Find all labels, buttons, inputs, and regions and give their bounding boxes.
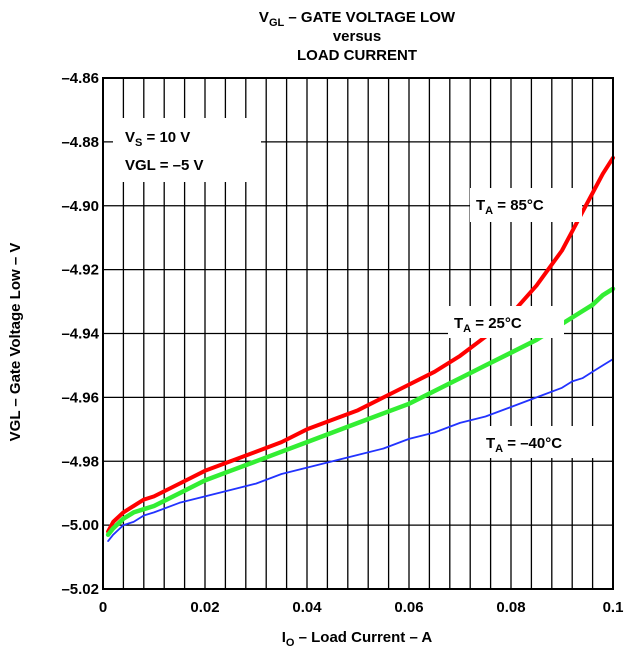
y-tick-label: –4.86 (61, 70, 99, 87)
y-tick-label: –5.00 (61, 517, 99, 534)
plot-frame (102, 77, 614, 590)
x-tick-label: 0.06 (394, 599, 423, 616)
chart-title-rest: – GATE VOLTAGE LOW (284, 9, 456, 26)
y-tick-label: –4.88 (61, 134, 99, 151)
series-label-25c: TA = 25°C (454, 315, 522, 335)
y-tick-label: –4.98 (61, 453, 99, 470)
series-line-1 (105, 286, 616, 537)
y-tick-label: –4.96 (61, 389, 99, 406)
series-label-85c: TA = 85°C (476, 197, 544, 217)
series-label-m40c: TA = –40°C (486, 435, 562, 455)
chart-title-line1: VGL – GATE VOLTAGE LOW (259, 9, 456, 29)
x-tick-label: 0.1 (603, 599, 624, 616)
condition-vs: VS = 10 V (125, 129, 190, 149)
x-tick-label: 0.08 (496, 599, 525, 616)
series-line-2 (107, 358, 614, 542)
y-tick-label: –4.90 (61, 198, 99, 215)
series-group (105, 155, 616, 542)
chart-title-line3: LOAD CURRENT (297, 47, 417, 64)
label-bg-85c (470, 188, 582, 222)
y-tick-label: –4.92 (61, 262, 99, 279)
chart-title-sub: GL (269, 17, 285, 29)
chart-title-line2: versus (333, 28, 381, 45)
x-tick-label: 0 (99, 599, 107, 616)
y-tick-label: –4.94 (61, 326, 99, 343)
y-axis-label: VGL – Gate Voltage Low – V (7, 243, 24, 442)
series-line-0 (106, 155, 615, 534)
tick-label-group: 0 0.02 0.04 0.06 0.08 0.1 –5.02 –5.00 –4.98 –4.96… (61, 70, 623, 616)
label-bg-25c (448, 306, 564, 338)
conditions-box (113, 118, 261, 182)
x-tick-label: 0.04 (292, 599, 322, 616)
x-axis-label: IO – Load Current – A (282, 629, 433, 649)
condition-vgl: VGL = –5 V (125, 157, 204, 174)
chart-title-main: V (259, 9, 269, 26)
label-bg-m40c (480, 426, 596, 458)
x-tick-label: 0.02 (190, 599, 219, 616)
y-tick-label: –5.02 (61, 581, 99, 598)
